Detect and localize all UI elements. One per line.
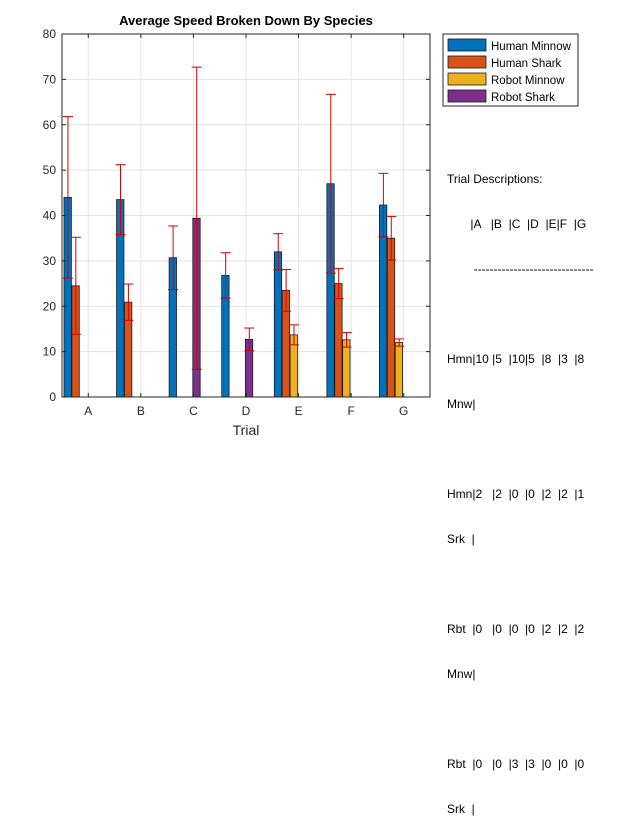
desc-line-3: Mnw| — [447, 397, 476, 411]
desc-line-5: Hmn|2 |2 |0 |0 |2 |2 |1 — [447, 487, 585, 501]
y-tick-label-8: 80 — [43, 27, 57, 41]
bar-robot-minnow-f — [342, 339, 351, 398]
legend-swatch-human-shark — [447, 55, 487, 69]
legend-label-robot-shark: Robot Shark — [491, 92, 555, 104]
y-tick-label-2: 20 — [43, 299, 57, 313]
x-tick-label-a: A — [84, 404, 92, 418]
desc-line-11: Rbt |0 |0 |3 |3 |0 |0 |0 — [447, 757, 585, 771]
chart: 0 10 20 30 40 50 60 70 80 A B C D E F G Average Speed Br… — [43, 13, 579, 438]
desc-line-1: ------------------------------ — [447, 262, 594, 276]
x-tick-label-b: B — [137, 404, 145, 418]
x-tick-label-f: F — [347, 404, 354, 418]
chart-title: Average Speed Broken Down By Species — [119, 13, 373, 28]
y-tick-label-1: 10 — [43, 345, 57, 359]
x-tick-label-d: D — [242, 404, 251, 418]
legend-label-human-shark: Human Shark — [491, 58, 562, 70]
y-tick-label-6: 60 — [43, 118, 57, 132]
y-tick-label-4: 40 — [43, 209, 57, 223]
bar-human-shark-g — [386, 237, 396, 398]
y-tick-label-5: 50 — [43, 163, 57, 177]
trial-descriptions: Trial Descriptions: |A |B |C |D |E|F |G … — [447, 142, 617, 832]
legend-swatch-robot-shark — [447, 89, 487, 103]
x-tick-label-c: C — [189, 404, 198, 418]
legend-swatch-robot-minnow — [447, 72, 487, 86]
desc-line-2: Hmn|10 |5 |10|5 |8 |3 |8 — [447, 352, 585, 366]
desc-line-12: Srk | — [447, 802, 475, 816]
desc-line-9: Mnw| — [447, 667, 476, 681]
y-tick-label-3: 30 — [43, 254, 57, 268]
x-tick-label-g: G — [399, 404, 408, 418]
x-axis-label: Trial — [233, 422, 260, 438]
desc-line-6: Srk | — [447, 532, 475, 546]
y-tick-label-0: 0 — [49, 390, 56, 404]
legend-label-robot-minnow: Robot Minnow — [491, 75, 565, 87]
legend-swatch-human-minnow — [447, 38, 487, 52]
bar-human-minnow-e — [273, 251, 283, 398]
trial-descriptions-heading: Trial Descriptions: — [447, 172, 543, 186]
x-tick-label-e: E — [295, 404, 303, 418]
desc-line-8: Rbt |0 |0 |0 |0 |2 |2 |2 — [447, 622, 585, 636]
legend-label-human-minnow: Human Minnow — [491, 41, 572, 53]
bar-robot-minnow-g — [394, 342, 403, 398]
bar-human-shark-f — [334, 283, 343, 398]
desc-line-0: |A |B |C |D |E|F |G — [447, 217, 587, 231]
y-tick-label-7: 70 — [43, 72, 57, 86]
